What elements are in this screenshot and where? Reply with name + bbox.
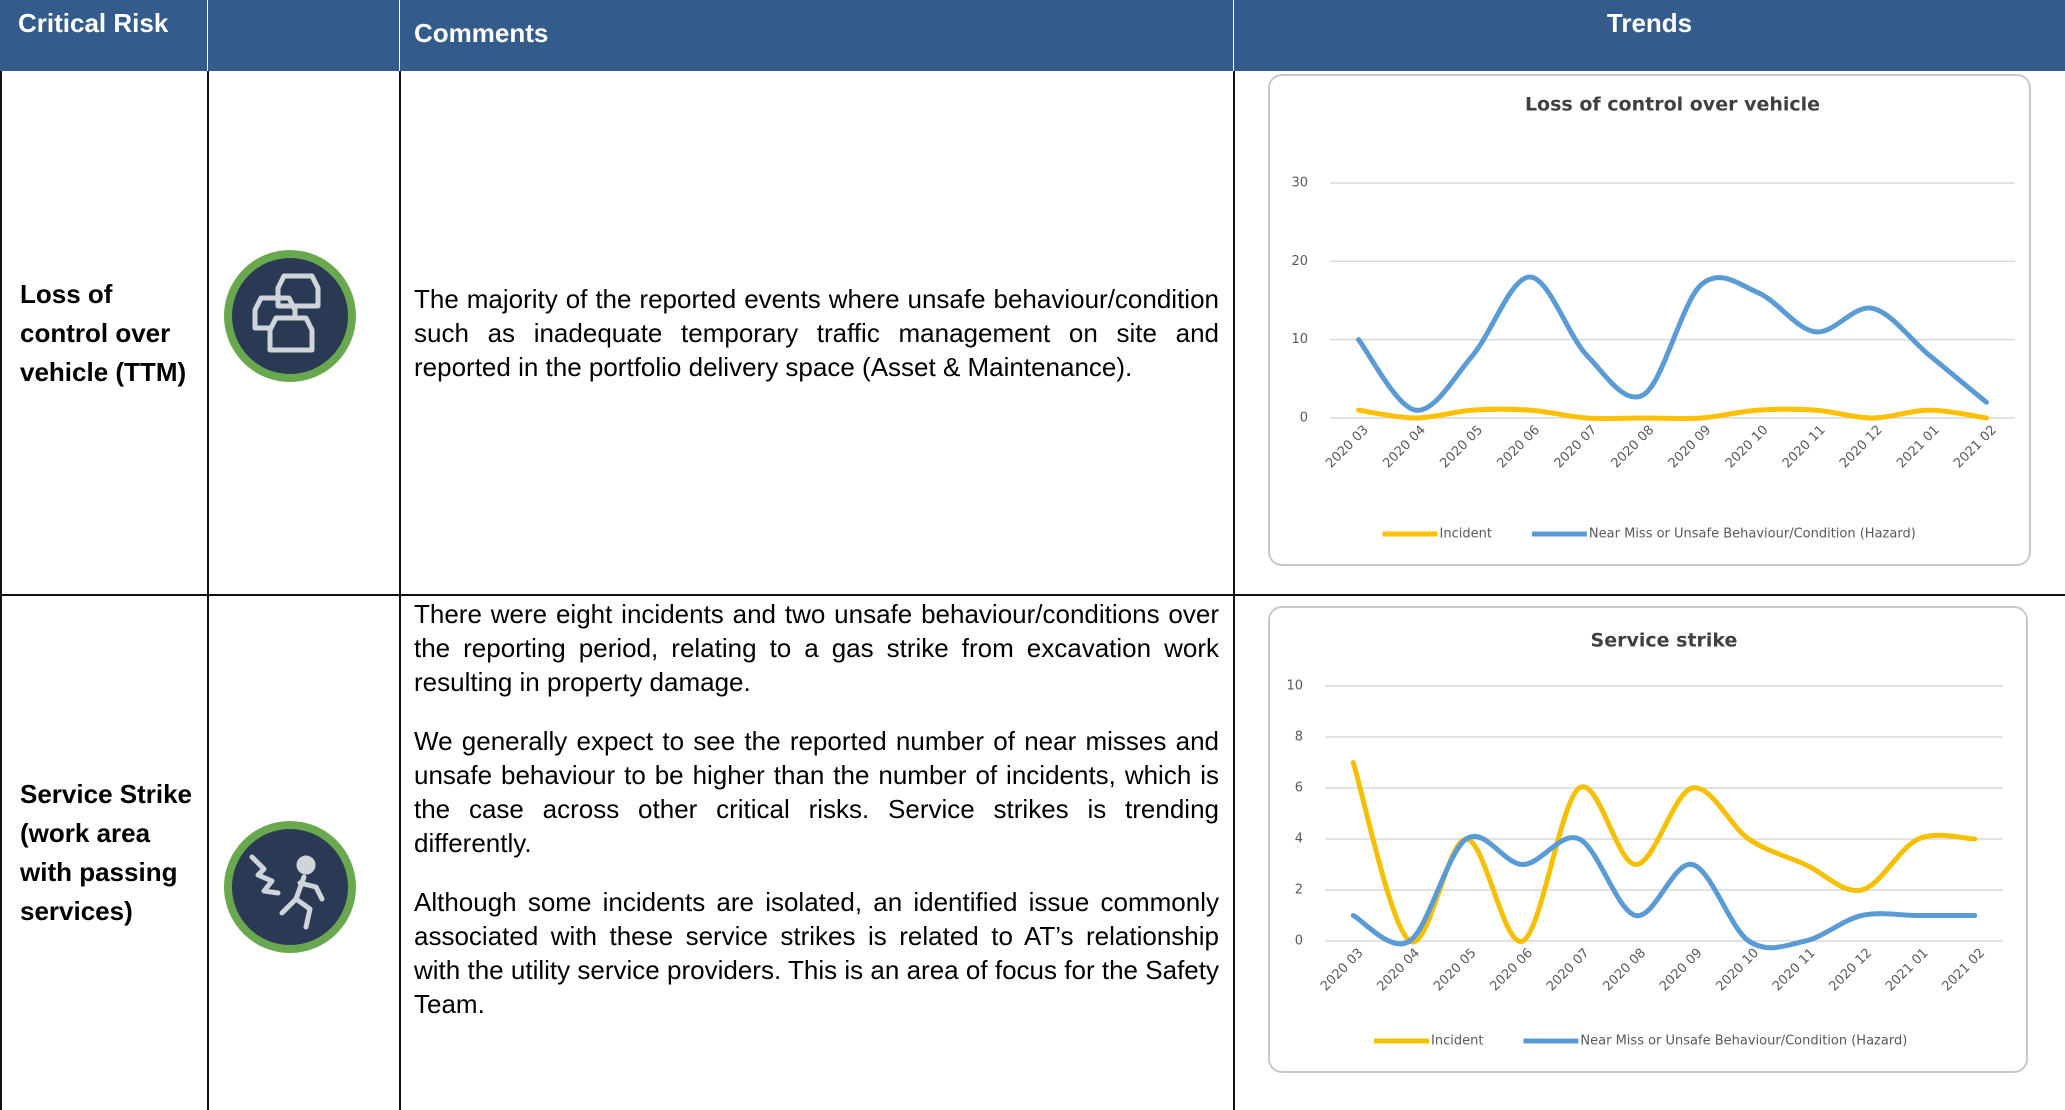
x-tick-label: 2020 06 <box>1487 946 1536 995</box>
x-tick-label: 2020 03 <box>1318 946 1367 995</box>
x-tick-label: 2020 11 <box>1770 946 1819 995</box>
x-tick-label: 2020 11 <box>1780 423 1829 472</box>
comment-paragraph: We generally expect to see the reported … <box>414 726 1219 858</box>
chart-box: Service strike 0 2 4 6 8 10 2020 03 2020 04 2020 … <box>1268 606 2028 1073</box>
x-tick-label: 2020 04 <box>1374 946 1423 995</box>
x-tick-label: 2020 08 <box>1609 423 1658 472</box>
x-tick-label: 2021 01 <box>1883 946 1932 995</box>
y-tick-label: 10 <box>1286 679 1303 694</box>
comment-paragraph: Although some incidents are isolated, an… <box>414 887 1219 1019</box>
comment-paragraph: There were eight incidents and two unsaf… <box>414 599 1219 697</box>
chart-box: Loss of control over vehicle 0 10 20 30 2020 … <box>1268 74 2031 566</box>
x-tick-label: 2020 05 <box>1437 423 1486 472</box>
cell-border <box>1233 71 1235 1110</box>
comments: There were eight incidents and two unsaf… <box>414 597 1219 1046</box>
comments: The majority of the reported events wher… <box>414 71 1219 595</box>
cell-border <box>0 594 2065 596</box>
x-tick-label: 2020 10 <box>1723 423 1772 472</box>
series-line <box>1356 406 1989 422</box>
x-tick-label: 2020 03 <box>1323 423 1372 472</box>
risk-icon <box>224 250 356 382</box>
chart-title: Service strike <box>1591 630 1738 652</box>
chart-title: Loss of control over vehicle <box>1525 94 1820 116</box>
y-tick-label: 10 <box>1291 332 1308 347</box>
chart: Loss of control over vehicle 0 10 20 30 2020 … <box>1291 94 2015 542</box>
header-cell: Critical Risk <box>0 0 208 71</box>
x-tick-label: 2021 02 <box>1939 946 1988 995</box>
legend-label: Incident <box>1431 1034 1483 1049</box>
x-tick-label: 2020 12 <box>1837 423 1886 472</box>
x-tick-label: 2020 05 <box>1431 946 1480 995</box>
series-line <box>1356 274 1989 413</box>
risk-icon <box>224 821 356 953</box>
legend-label: Near Miss or Unsafe Behaviour/Condition … <box>1589 527 1916 542</box>
x-tick-label: 2020 12 <box>1826 946 1875 995</box>
cell-border <box>399 71 401 1110</box>
x-tick-label: 2020 07 <box>1552 423 1601 472</box>
x-tick-label: 2021 01 <box>1894 423 1943 472</box>
x-tick-label: 2020 04 <box>1380 423 1429 472</box>
risk-label: Service Strike (work area with passing s… <box>20 778 193 926</box>
y-tick-label: 30 <box>1291 176 1308 191</box>
y-tick-label: 6 <box>1295 781 1303 796</box>
legend-label: Incident <box>1440 527 1492 542</box>
x-tick-label: 2020 09 <box>1666 423 1715 472</box>
x-tick-label: 2021 02 <box>1951 423 2000 472</box>
y-tick-label: 8 <box>1295 730 1303 745</box>
y-tick-label: 4 <box>1295 832 1303 847</box>
header-cell <box>208 0 400 71</box>
header-cell: Trends <box>1234 0 2065 71</box>
x-tick-label: 2020 08 <box>1600 946 1649 995</box>
x-tick-label: 2020 10 <box>1713 946 1762 995</box>
y-tick-label: 20 <box>1291 254 1308 269</box>
y-tick-label: 0 <box>1295 934 1303 949</box>
legend-label: Near Miss or Unsafe Behaviour/Condition … <box>1580 1034 1907 1049</box>
header-cell: Comments <box>400 0 1234 71</box>
cell-border <box>0 71 2 1110</box>
x-tick-label: 2020 06 <box>1494 423 1543 472</box>
y-tick-label: 0 <box>1300 411 1308 426</box>
series-line <box>1350 834 1978 951</box>
risk-label: Loss of control over vehicle (TTM) <box>20 278 187 387</box>
x-tick-label: 2020 07 <box>1544 946 1593 995</box>
y-tick-label: 2 <box>1295 883 1303 898</box>
cell-border <box>207 71 209 1110</box>
x-tick-label: 2020 09 <box>1657 946 1706 995</box>
comment-paragraph: The majority of the reported events wher… <box>414 284 1219 382</box>
